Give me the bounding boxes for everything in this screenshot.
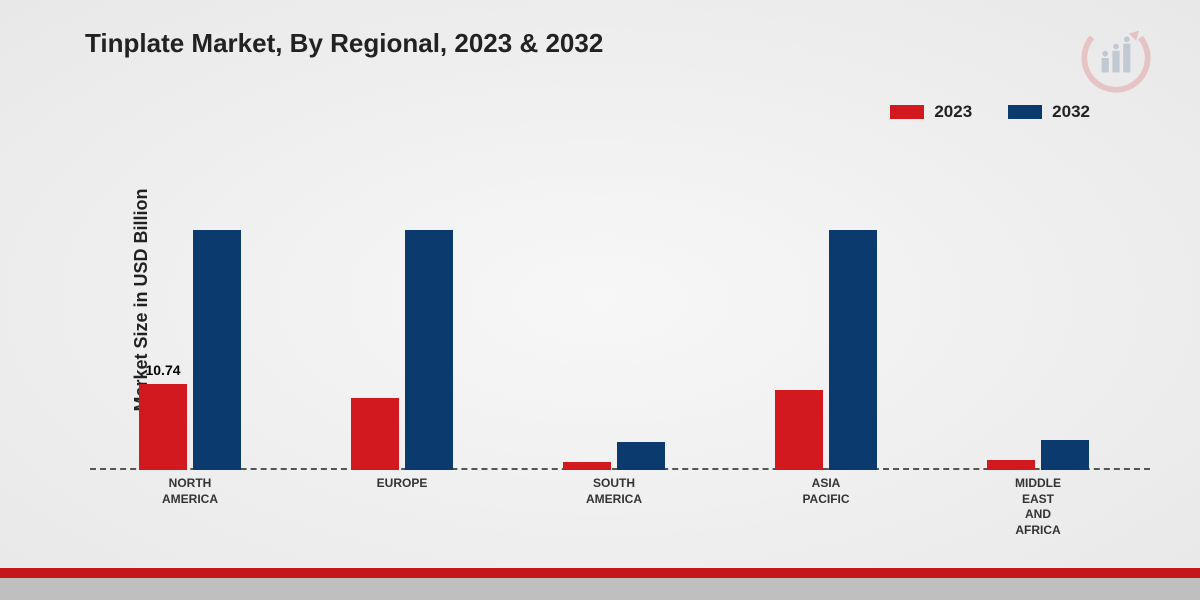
bar-group — [756, 230, 896, 470]
legend-label-2032: 2032 — [1052, 102, 1090, 122]
footer-red-bar — [0, 568, 1200, 578]
bar-2023 — [987, 460, 1035, 470]
legend: 2023 2032 — [890, 102, 1090, 122]
bar-2023 — [563, 462, 611, 470]
bar-2032 — [1041, 440, 1089, 470]
bar-group: 10.74 — [120, 230, 260, 470]
bar-group — [544, 442, 684, 470]
x-axis-label: EUROPE — [332, 476, 472, 492]
legend-label-2023: 2023 — [934, 102, 972, 122]
bar-2023: 10.74 — [139, 384, 187, 470]
bar-2032 — [829, 230, 877, 470]
bar-group — [968, 440, 1108, 470]
bar-2032 — [193, 230, 241, 470]
x-axis-label: MIDDLE EAST AND AFRICA — [968, 476, 1108, 538]
chart-title: Tinplate Market, By Regional, 2023 & 203… — [85, 28, 603, 59]
x-axis-label: NORTH AMERICA — [120, 476, 260, 507]
x-axis-label: ASIA PACIFIC — [756, 476, 896, 507]
bar-2032 — [617, 442, 665, 470]
legend-item-2032: 2032 — [1008, 102, 1090, 122]
bar-value-label: 10.74 — [145, 362, 180, 378]
footer-grey-bar — [0, 578, 1200, 600]
bar-2023 — [351, 398, 399, 470]
bar-2032 — [405, 230, 453, 470]
legend-swatch-2032 — [1008, 105, 1042, 119]
brand-logo-icon — [1080, 22, 1152, 94]
x-axis-label: SOUTH AMERICA — [544, 476, 684, 507]
bar-2023 — [775, 390, 823, 470]
legend-item-2023: 2023 — [890, 102, 972, 122]
chart-area: 10.74 — [90, 150, 1150, 470]
legend-swatch-2023 — [890, 105, 924, 119]
bar-group — [332, 230, 472, 470]
